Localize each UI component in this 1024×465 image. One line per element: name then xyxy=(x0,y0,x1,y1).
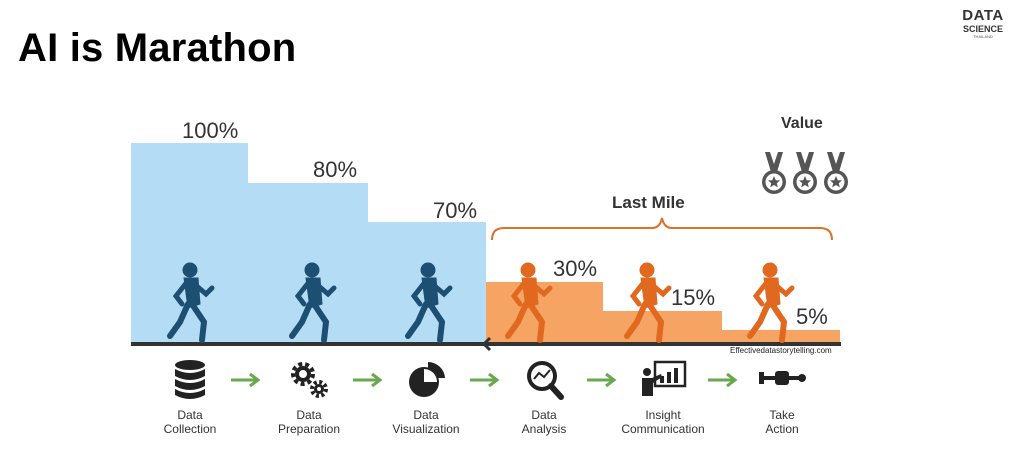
last-mile-label: Last Mile xyxy=(612,193,685,212)
blue-steps xyxy=(131,143,486,343)
pct-label: 100% xyxy=(182,118,239,143)
pie-chart-icon xyxy=(409,361,445,397)
logo-text-1: DATA xyxy=(962,7,1004,24)
pct-label: 70% xyxy=(433,198,478,223)
step-label-line1: Take xyxy=(769,408,795,422)
step-data-analysis: Data Analysis xyxy=(484,356,604,436)
step-data-preparation: Data Preparation xyxy=(249,356,369,436)
pct-label: 5% xyxy=(796,304,828,329)
step-label-line2: Collection xyxy=(163,422,217,436)
step-label-line2: Analysis xyxy=(521,422,567,436)
logo-text-2: SCIENCE xyxy=(962,24,1003,34)
last-mile-bracket xyxy=(491,217,833,241)
arrow-right-icon xyxy=(587,372,617,388)
step-insight-communication: Insight Communication xyxy=(603,356,723,436)
step-label-line1: Data xyxy=(177,408,203,422)
credit-text: Effectivedatastorytelling.com xyxy=(730,346,832,355)
step-label-line1: Data xyxy=(296,408,322,422)
step-label-line1: Insight xyxy=(645,408,681,422)
step-label-line1: Data xyxy=(413,408,439,422)
tools-fist-icon xyxy=(759,371,806,385)
arrow-right-icon xyxy=(353,372,383,388)
page-title: AI is Marathon xyxy=(18,26,297,70)
chevron-icon xyxy=(481,336,492,352)
arrow-right-icon xyxy=(470,372,500,388)
arrow-right-icon xyxy=(708,372,738,388)
logo: DATA SCIENCE THAILAND xyxy=(948,8,1018,60)
step-data-collection: Data Collection xyxy=(130,356,250,436)
step-label-line2: Preparation xyxy=(277,422,341,436)
arrow-right-icon xyxy=(231,372,261,388)
pct-label: 30% xyxy=(553,256,598,281)
pct-label: 80% xyxy=(313,157,358,182)
gears-icon xyxy=(291,362,328,398)
medals-icon xyxy=(762,152,848,194)
database-icon xyxy=(175,360,205,399)
pct-label: 15% xyxy=(671,285,716,310)
presenter-icon xyxy=(642,360,687,396)
step-take-action: Take Action xyxy=(722,356,842,436)
step-data-visualization: Data Visualization xyxy=(366,356,486,436)
magnifier-icon xyxy=(527,361,564,400)
logo-text-3: THAILAND xyxy=(973,34,993,39)
step-label-line2: Communication xyxy=(621,422,705,436)
value-label: Value xyxy=(781,115,823,132)
step-label-line2: Visualization xyxy=(392,422,460,436)
orange-steps xyxy=(486,282,840,343)
step-label-line1: Data xyxy=(531,408,557,422)
step-label-line2: Action xyxy=(765,422,799,436)
